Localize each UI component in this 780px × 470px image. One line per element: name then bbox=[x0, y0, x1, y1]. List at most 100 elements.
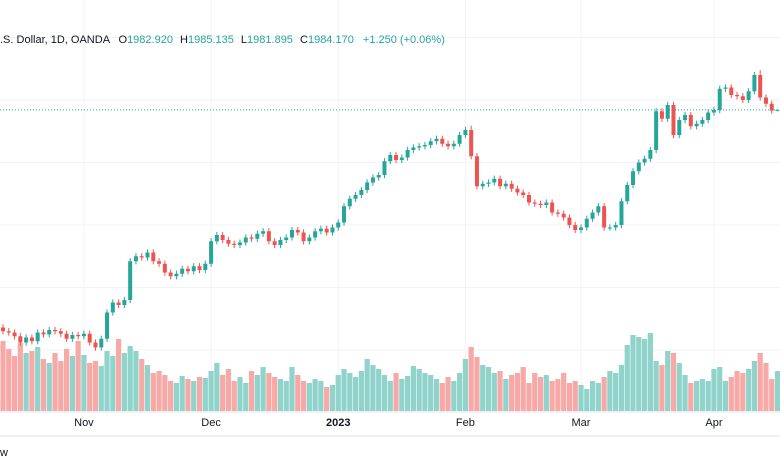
candle-body bbox=[613, 225, 618, 228]
volume-bar bbox=[717, 367, 723, 411]
candle-body bbox=[24, 337, 29, 343]
volume-bar bbox=[769, 379, 775, 411]
candle-body bbox=[700, 120, 705, 124]
volume-bar bbox=[260, 367, 266, 411]
volume-bar bbox=[127, 346, 133, 411]
candle-body bbox=[480, 183, 485, 187]
volume-bar bbox=[40, 359, 47, 411]
volume-bar bbox=[352, 377, 359, 411]
candle-body bbox=[671, 105, 676, 135]
candle-body bbox=[342, 206, 347, 223]
candle-body bbox=[53, 330, 58, 332]
volume-bar bbox=[133, 351, 139, 411]
volume-bar bbox=[387, 381, 393, 411]
volume-bar bbox=[595, 383, 601, 411]
volume-bar bbox=[272, 377, 278, 411]
candle-body bbox=[619, 201, 624, 225]
volume-bar bbox=[23, 353, 29, 411]
candle-body bbox=[769, 103, 774, 111]
footer-text[interactable]: w bbox=[0, 447, 8, 459]
volume-bar bbox=[607, 371, 613, 411]
candle-body bbox=[550, 202, 555, 213]
candle-body bbox=[18, 336, 23, 343]
candle-body bbox=[740, 96, 745, 100]
ohlc-value: 1984.170 bbox=[308, 34, 354, 46]
volume-bar bbox=[196, 377, 203, 411]
candle-body bbox=[376, 175, 381, 178]
candle-body bbox=[255, 233, 260, 239]
candle-body bbox=[422, 145, 427, 147]
candle-body bbox=[301, 232, 306, 242]
candle-body bbox=[752, 75, 757, 92]
candle-body bbox=[139, 256, 144, 258]
volume-bar bbox=[58, 361, 64, 411]
volume-bar bbox=[254, 375, 260, 411]
candle-body bbox=[688, 115, 693, 127]
ohlc-key: H bbox=[180, 34, 188, 46]
volume-bar bbox=[636, 337, 642, 411]
candle-body bbox=[631, 171, 636, 185]
candle-body bbox=[711, 110, 716, 113]
volume-bar bbox=[381, 375, 388, 411]
volume-bar bbox=[202, 378, 208, 411]
candle-body bbox=[162, 263, 167, 273]
candle-body bbox=[492, 178, 497, 183]
volume-bar bbox=[694, 381, 700, 411]
volume-bar bbox=[740, 373, 746, 411]
candle-body bbox=[683, 115, 688, 120]
candle-body bbox=[336, 222, 341, 228]
volume-bar bbox=[618, 365, 625, 411]
volume-pane bbox=[0, 333, 780, 411]
candle-body bbox=[596, 206, 601, 213]
candle-body bbox=[58, 331, 63, 334]
volume-bar bbox=[341, 369, 347, 411]
volume-bar bbox=[231, 381, 237, 411]
candle-body bbox=[405, 150, 410, 158]
volume-bar bbox=[214, 363, 220, 411]
volume-bar bbox=[457, 373, 463, 411]
volume-bar bbox=[468, 347, 474, 411]
volume-bar bbox=[121, 353, 127, 411]
volume-bar bbox=[150, 373, 156, 411]
volume-bar bbox=[503, 379, 509, 411]
volume-bar bbox=[705, 381, 711, 411]
ohlc-value: 1985.135 bbox=[188, 34, 234, 46]
candle-body bbox=[584, 218, 589, 228]
volume-bar bbox=[514, 373, 521, 411]
volume-bar bbox=[428, 375, 434, 411]
volume-bar bbox=[87, 363, 93, 411]
candle-body bbox=[428, 141, 433, 145]
candle-body bbox=[359, 190, 364, 195]
volume-bar bbox=[300, 381, 307, 411]
volume-bar bbox=[688, 383, 694, 411]
candle-body bbox=[122, 300, 127, 305]
candle-body bbox=[168, 272, 173, 277]
volume-bar bbox=[243, 383, 249, 411]
volume-bar bbox=[191, 381, 197, 411]
candle-body bbox=[532, 202, 537, 204]
candle-body bbox=[157, 261, 162, 264]
volume-bar bbox=[549, 381, 555, 411]
volume-bar bbox=[52, 353, 58, 411]
volume-bar bbox=[399, 379, 405, 411]
volume-bar bbox=[237, 377, 243, 411]
volume-bar bbox=[6, 349, 12, 411]
candle-body bbox=[151, 252, 156, 262]
volume-bar bbox=[364, 359, 370, 411]
volume-bar bbox=[653, 361, 659, 411]
volume-bar bbox=[670, 353, 677, 411]
candle-body bbox=[486, 182, 491, 184]
candle-body bbox=[677, 120, 682, 135]
candle-body bbox=[503, 183, 508, 187]
candle-body bbox=[654, 111, 659, 150]
candle-body bbox=[330, 227, 335, 233]
volume-bar bbox=[491, 373, 497, 411]
candle-body bbox=[735, 95, 740, 97]
candle-body bbox=[567, 217, 572, 225]
candle-body bbox=[47, 330, 52, 335]
candle-body bbox=[197, 266, 202, 270]
volume-bar bbox=[266, 373, 272, 411]
candle-body bbox=[64, 333, 69, 339]
candle-body bbox=[382, 161, 387, 175]
volume-bar bbox=[584, 389, 590, 411]
